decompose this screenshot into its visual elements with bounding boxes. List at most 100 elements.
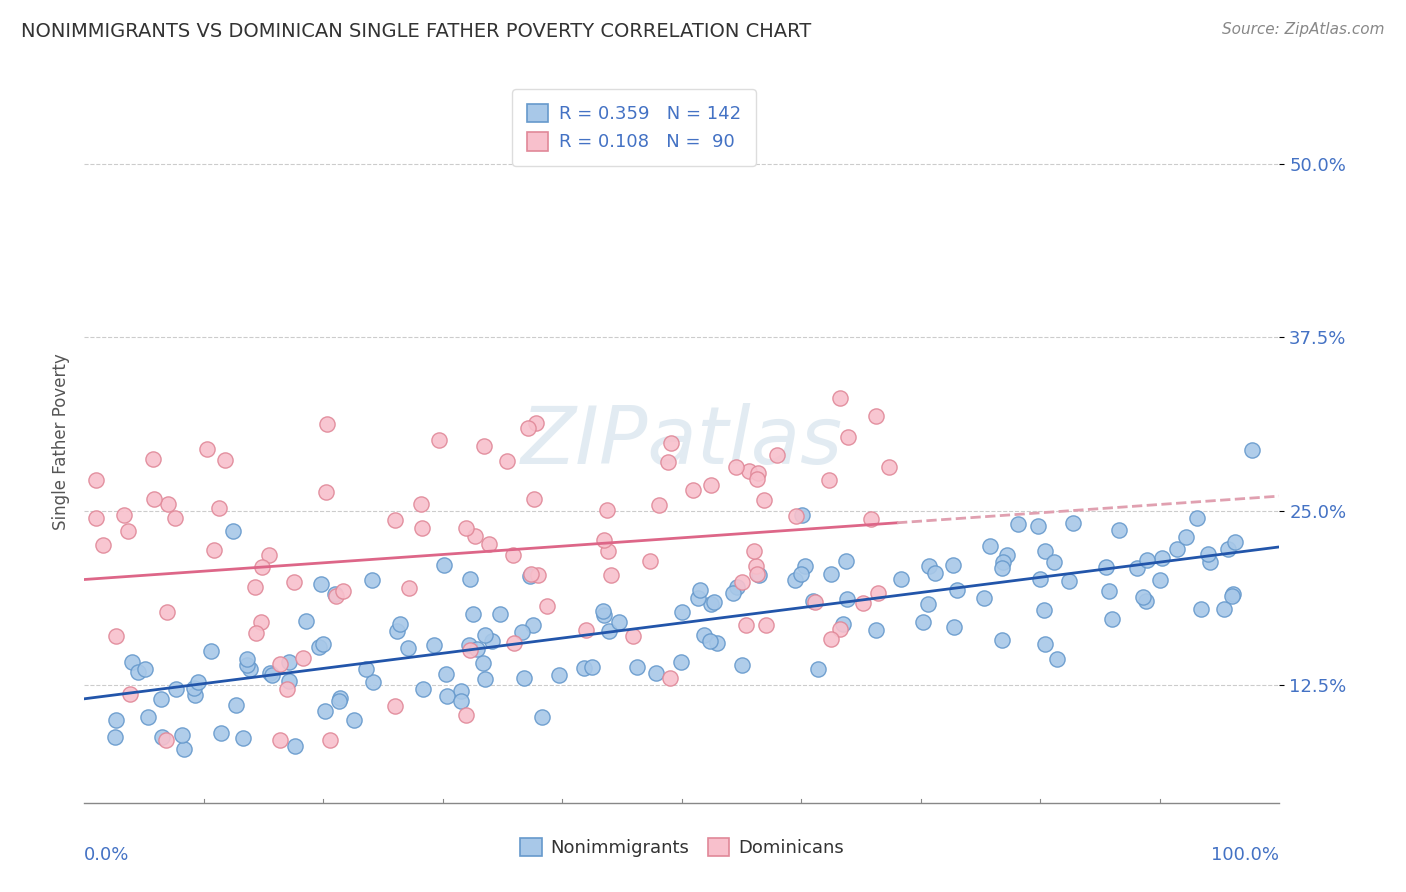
Point — [155, 733, 177, 747]
Point — [243, 580, 266, 594]
Point — [785, 508, 807, 523]
Point — [783, 573, 806, 587]
Point — [657, 455, 679, 469]
Point — [150, 730, 173, 744]
Point — [644, 666, 666, 681]
Point — [801, 594, 824, 608]
Point — [661, 435, 683, 450]
Legend: Nonimmigrants, Dominicans: Nonimmigrants, Dominicans — [510, 829, 853, 866]
Point — [315, 485, 337, 500]
Point — [671, 605, 693, 619]
Point — [84, 473, 107, 487]
Point — [752, 493, 775, 508]
Point — [450, 684, 472, 698]
Point — [183, 689, 205, 703]
Text: Source: ZipAtlas.com: Source: ZipAtlas.com — [1222, 22, 1385, 37]
Point — [104, 629, 127, 643]
Point — [328, 694, 350, 708]
Point — [804, 595, 827, 609]
Point — [991, 633, 1014, 648]
Point — [387, 624, 409, 638]
Point — [165, 511, 187, 525]
Point — [860, 512, 883, 526]
Point — [790, 566, 813, 581]
Point — [917, 598, 939, 612]
Point — [828, 622, 851, 636]
Point — [142, 451, 165, 466]
Point — [699, 633, 721, 648]
Point — [912, 615, 935, 629]
Point — [817, 473, 839, 487]
Point — [1033, 637, 1056, 651]
Point — [105, 714, 128, 728]
Point — [134, 662, 156, 676]
Point — [742, 544, 765, 558]
Point — [1033, 603, 1056, 617]
Point — [389, 617, 412, 632]
Point — [478, 537, 501, 551]
Point — [222, 524, 245, 538]
Point — [924, 566, 946, 580]
Point — [531, 710, 554, 724]
Point — [648, 498, 671, 512]
Point — [1062, 516, 1084, 531]
Point — [250, 615, 273, 630]
Point — [879, 459, 901, 474]
Point — [495, 454, 517, 468]
Point — [596, 544, 619, 558]
Point — [502, 636, 524, 650]
Text: 0.0%: 0.0% — [84, 847, 129, 864]
Point — [598, 624, 620, 638]
Point — [747, 466, 769, 480]
Point — [195, 442, 218, 457]
Point — [260, 668, 283, 682]
Point — [1132, 590, 1154, 604]
Point — [384, 698, 406, 713]
Point — [748, 568, 770, 582]
Point — [700, 478, 723, 492]
Point — [308, 640, 330, 654]
Point — [865, 409, 887, 423]
Point — [890, 572, 912, 586]
Point — [398, 581, 420, 595]
Point — [700, 597, 723, 611]
Point — [436, 689, 458, 703]
Point — [547, 668, 569, 682]
Point — [626, 660, 648, 674]
Point — [91, 538, 114, 552]
Point — [1241, 443, 1264, 458]
Point — [574, 623, 596, 637]
Point — [361, 573, 384, 587]
Point — [1135, 594, 1157, 608]
Point — [433, 558, 456, 572]
Point — [127, 665, 149, 679]
Point — [572, 661, 595, 675]
Point — [332, 583, 354, 598]
Point — [269, 733, 291, 747]
Point — [837, 430, 859, 444]
Point — [607, 615, 630, 629]
Point — [461, 607, 484, 621]
Point — [820, 567, 842, 582]
Point — [731, 657, 754, 672]
Point — [343, 713, 366, 727]
Point — [474, 672, 496, 686]
Point — [865, 623, 887, 637]
Point — [363, 675, 385, 690]
Point — [292, 650, 315, 665]
Point — [599, 568, 621, 582]
Point — [593, 533, 616, 548]
Point — [703, 595, 725, 609]
Point — [943, 620, 966, 634]
Point — [464, 528, 486, 542]
Point — [1007, 517, 1029, 532]
Point — [325, 589, 347, 603]
Point — [723, 586, 745, 600]
Point — [806, 662, 828, 676]
Point — [526, 567, 548, 582]
Point — [295, 614, 318, 628]
Point — [658, 671, 681, 685]
Point — [536, 599, 558, 613]
Point — [831, 617, 853, 632]
Point — [693, 628, 716, 642]
